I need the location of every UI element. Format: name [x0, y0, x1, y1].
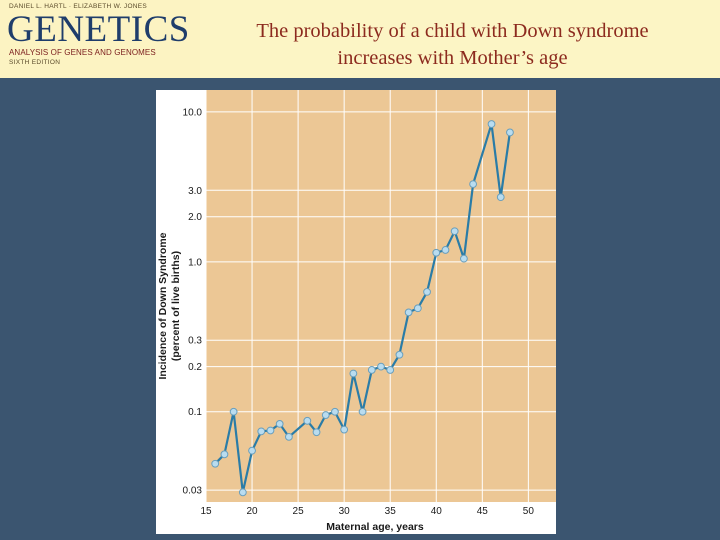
data-point	[432, 248, 441, 257]
y-tick-label: 0.2	[188, 362, 202, 373]
data-point	[229, 407, 238, 416]
data-point	[367, 366, 376, 374]
data-point	[340, 425, 349, 434]
plot-area	[206, 90, 556, 502]
x-tick-label: 40	[431, 506, 443, 517]
data-point	[487, 120, 496, 128]
x-tick-label: 20	[246, 506, 258, 517]
data-point	[349, 369, 358, 378]
data-point	[257, 427, 266, 436]
x-tick-label: 15	[200, 506, 212, 517]
data-point	[441, 246, 450, 254]
data-point	[358, 407, 367, 416]
y-tick-label: 10.0	[183, 107, 203, 118]
data-point	[248, 446, 256, 455]
data-point	[469, 180, 478, 188]
data-point	[331, 407, 339, 416]
slide-title: The probability of a child with Down syn…	[200, 18, 705, 72]
data-point	[395, 350, 404, 359]
y-tick-label: 0.1	[188, 407, 202, 418]
data-point	[238, 488, 247, 497]
data-point	[386, 366, 395, 374]
y-tick-label: 0.03	[183, 486, 203, 497]
data-point	[404, 308, 413, 317]
data-point	[266, 426, 275, 435]
data-point	[303, 416, 312, 425]
book-edition: SIXTH EDITION	[9, 59, 61, 66]
y-axis-label: Incidence of Down Syndrome	[157, 232, 169, 379]
slide-title-line-2: increases with Mother’s age	[337, 47, 568, 69]
data-point	[312, 428, 321, 437]
data-point	[506, 128, 514, 137]
data-point	[220, 450, 229, 459]
y-tick-label: 1.0	[188, 257, 202, 268]
y-tick-label: 3.0	[188, 186, 202, 197]
x-tick-label: 45	[477, 506, 489, 517]
line-chart: 15 20 25 30 35 40 45 50 0.03 0.1 0.2 0.3 1.0 2.0 3.0 10…	[157, 90, 556, 533]
data-point	[275, 419, 284, 428]
x-tick-label: 35	[385, 506, 397, 517]
chart-figure: 15 20 25 30 35 40 45 50 0.03 0.1 0.2 0.3 1.0 2.0 3.0 10…	[156, 90, 556, 534]
book-subtitle: ANALYSIS OF GENES AND GENOMES	[9, 48, 156, 57]
y-tick-label: 2.0	[188, 212, 202, 223]
data-point	[321, 411, 330, 419]
x-tick-label: 25	[293, 506, 305, 517]
x-tick-label: 30	[339, 506, 351, 517]
x-tick-label: 50	[523, 506, 535, 517]
slide-header: DANIEL L. HARTL · ELIZABETH W. JONES GEN…	[0, 0, 720, 78]
data-point	[377, 362, 385, 371]
book-authors: DANIEL L. HARTL · ELIZABETH W. JONES	[9, 3, 148, 10]
data-point	[284, 432, 293, 441]
y-tick-label: 0.3	[188, 336, 202, 347]
book-logo: DANIEL L. HARTL · ELIZABETH W. JONES GEN…	[0, 0, 200, 78]
data-point	[413, 304, 422, 313]
data-point	[450, 227, 459, 236]
book-title: GENETICS	[7, 9, 190, 50]
slide-title-line-1: The probability of a child with Down syn…	[256, 20, 649, 42]
data-point	[423, 288, 431, 296]
data-point	[496, 193, 505, 202]
data-point	[211, 459, 220, 468]
x-axis-label: Maternal age, years	[326, 521, 424, 533]
data-point	[459, 254, 468, 263]
y-axis-label-units: (percent of live births)	[170, 251, 182, 361]
